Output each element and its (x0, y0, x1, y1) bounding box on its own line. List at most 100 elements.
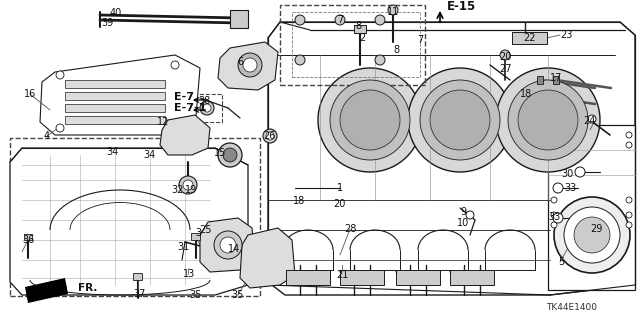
Polygon shape (10, 148, 248, 295)
Text: 13: 13 (183, 269, 195, 279)
Text: 22: 22 (524, 33, 536, 43)
Polygon shape (396, 270, 440, 285)
Circle shape (218, 143, 242, 167)
Polygon shape (160, 115, 210, 155)
Bar (548, 125, 635, 290)
Circle shape (551, 212, 557, 218)
Circle shape (553, 183, 563, 193)
Bar (133, 273, 142, 280)
Circle shape (575, 167, 585, 177)
Bar (553, 76, 559, 84)
Text: 9: 9 (460, 207, 466, 217)
Text: 34: 34 (143, 150, 155, 160)
Circle shape (430, 90, 490, 150)
Text: 26: 26 (263, 131, 275, 141)
Circle shape (223, 148, 237, 162)
Text: 40: 40 (110, 8, 122, 18)
Circle shape (588, 115, 596, 123)
Circle shape (335, 15, 345, 25)
Text: 36: 36 (22, 235, 34, 245)
Text: 11: 11 (387, 7, 399, 17)
Polygon shape (340, 270, 384, 285)
Bar (65, 92, 165, 100)
Circle shape (626, 142, 632, 148)
Circle shape (56, 124, 64, 132)
Circle shape (214, 231, 242, 259)
Text: 34: 34 (106, 147, 118, 157)
Text: 23: 23 (560, 30, 572, 40)
Text: 8: 8 (393, 45, 399, 55)
Polygon shape (40, 55, 200, 135)
Circle shape (295, 55, 305, 65)
Circle shape (243, 58, 257, 72)
Circle shape (388, 5, 398, 15)
Circle shape (171, 61, 179, 69)
Bar (230, 10, 248, 28)
Text: E-7-1: E-7-1 (174, 103, 206, 113)
Circle shape (330, 80, 410, 160)
Text: 6: 6 (237, 57, 243, 67)
Text: 2: 2 (359, 33, 365, 43)
Polygon shape (200, 218, 255, 272)
Text: 33: 33 (548, 212, 560, 222)
Circle shape (203, 104, 211, 112)
Text: 5: 5 (558, 257, 564, 267)
Circle shape (518, 90, 578, 150)
Bar (192, 94, 222, 122)
Bar (65, 80, 165, 88)
Text: 17: 17 (550, 73, 562, 83)
Polygon shape (286, 270, 330, 285)
Circle shape (220, 237, 236, 253)
Text: 21: 21 (336, 270, 348, 280)
Circle shape (564, 207, 620, 263)
Bar (24, 234, 32, 240)
Bar (65, 116, 165, 124)
Circle shape (500, 50, 510, 60)
Text: 20: 20 (333, 199, 345, 209)
Polygon shape (450, 270, 494, 285)
Text: 35: 35 (232, 290, 244, 300)
Circle shape (183, 180, 193, 190)
Circle shape (266, 132, 274, 140)
Circle shape (238, 53, 262, 77)
Circle shape (551, 197, 557, 203)
Text: 12: 12 (157, 117, 169, 127)
Circle shape (551, 142, 557, 148)
Bar (280, 5, 425, 85)
Circle shape (56, 71, 64, 79)
Circle shape (574, 217, 610, 253)
Text: 19: 19 (185, 185, 197, 195)
Text: 27: 27 (499, 64, 511, 74)
Circle shape (554, 197, 630, 273)
Circle shape (496, 68, 600, 172)
Polygon shape (25, 278, 68, 303)
Text: 15: 15 (214, 148, 226, 158)
Text: 30: 30 (561, 169, 573, 179)
Text: 25: 25 (199, 225, 211, 235)
Circle shape (318, 68, 422, 172)
Text: 28: 28 (344, 224, 356, 234)
Circle shape (466, 211, 474, 219)
Text: 39: 39 (101, 18, 113, 28)
Circle shape (508, 80, 588, 160)
Bar (354, 25, 366, 33)
Text: 7: 7 (337, 15, 343, 25)
Polygon shape (268, 22, 635, 295)
Text: 7: 7 (417, 35, 423, 45)
Circle shape (626, 197, 632, 203)
Circle shape (408, 68, 512, 172)
Text: 18: 18 (520, 89, 532, 99)
Circle shape (626, 222, 632, 228)
Text: 4: 4 (44, 131, 50, 141)
Text: E-15: E-15 (447, 0, 476, 12)
Text: 14: 14 (228, 244, 240, 254)
Bar (191, 233, 200, 240)
Text: TK44E1400: TK44E1400 (546, 303, 597, 313)
Bar (65, 104, 165, 112)
Circle shape (626, 132, 632, 138)
Text: 24: 24 (583, 116, 595, 126)
Text: 31: 31 (177, 242, 189, 252)
Text: 20: 20 (499, 52, 511, 62)
Text: 32: 32 (172, 185, 184, 195)
Circle shape (551, 222, 557, 228)
